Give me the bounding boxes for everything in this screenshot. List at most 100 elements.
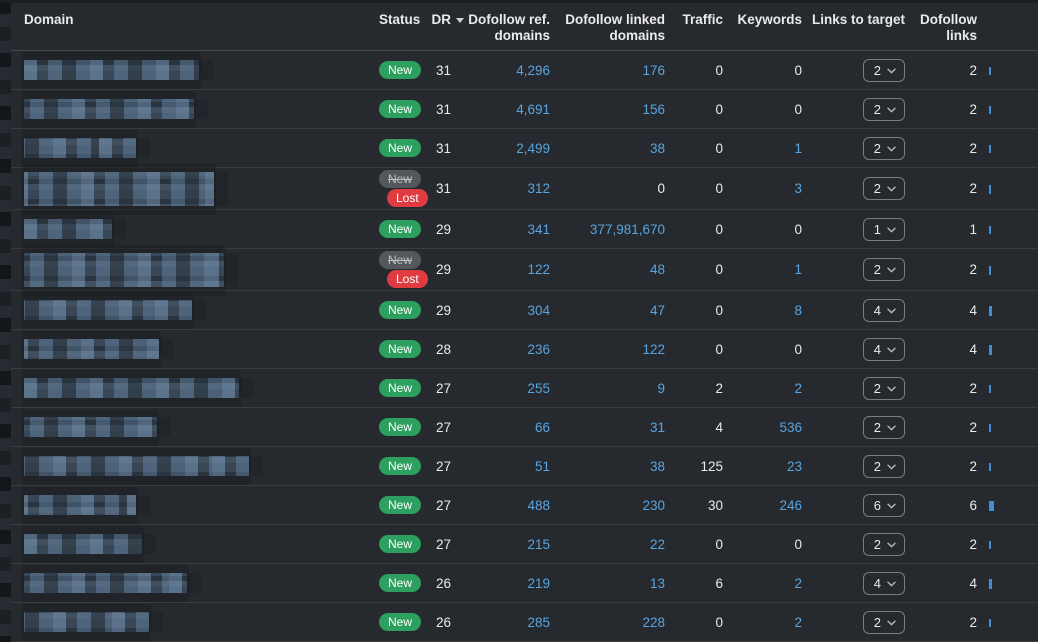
dofollow-linked-domains-link[interactable]: 156 [642,101,665,117]
table-row[interactable]: New 29 341 377,981,670 0 0 1 1 [11,210,1038,249]
table-row[interactable]: New 27 66 31 4 536 2 2 [11,408,1038,447]
column-header-status[interactable]: Status [368,12,424,28]
links-to-target-dropdown[interactable]: 2 [862,97,905,121]
dofollow-ref-domains-link[interactable]: 341 [527,221,550,237]
links-to-target-cell: 2 [802,532,905,556]
keywords-link[interactable]: 23 [786,458,802,474]
keywords-link[interactable]: 1 [794,262,802,277]
table-row[interactable]: New 31 4,296 176 0 0 2 2 [11,51,1038,90]
links-to-target-dropdown[interactable]: 2 [862,177,905,200]
links-to-target-value: 4 [873,302,881,318]
keywords-link[interactable]: 2 [794,614,802,630]
dofollow-linked-domains-link[interactable]: 48 [649,262,665,277]
keywords-link[interactable]: 1 [794,140,802,156]
keywords-link[interactable]: 8 [794,302,802,318]
column-header-keywords[interactable]: Keywords [723,12,802,28]
traffic-value: 0 [715,62,723,78]
links-to-target-dropdown[interactable]: 2 [862,258,905,281]
dofollow-linked-domains-link[interactable]: 377,981,670 [589,221,665,237]
table-row[interactable]: New 31 2,499 38 0 1 2 2 [11,129,1038,168]
domain-cell [11,495,368,515]
keywords-link[interactable]: 246 [779,497,802,513]
dofollow-linked-domains-link[interactable]: 22 [649,536,665,552]
links-to-target-dropdown[interactable]: 4 [862,571,905,595]
chevron-down-icon [887,107,896,113]
dofollow-linked-domains-link[interactable]: 9 [657,380,665,396]
links-to-target-dropdown[interactable]: 4 [862,337,905,361]
table-row[interactable]: New 27 215 22 0 0 2 2 [11,525,1038,564]
column-header-dofollow-linked-domains[interactable]: Dofollow linked domains [550,12,665,44]
dofollow-ref-domains-link[interactable]: 304 [527,302,550,318]
dofollow-ref-domains-link[interactable]: 312 [527,181,550,196]
dofollow-linked-domains-link[interactable]: 38 [649,458,665,474]
links-to-target-dropdown[interactable]: 2 [862,376,905,400]
table-row[interactable]: New 27 488 230 30 246 6 6 [11,486,1038,525]
dofollow-ref-domains-cell: 51 [464,459,550,474]
dofollow-ref-domains-link[interactable]: 285 [527,614,550,630]
dofollow-ref-domains-link[interactable]: 219 [527,575,550,591]
status-badges: New [379,100,424,118]
traffic-value: 0 [715,302,723,318]
dofollow-ref-domains-link[interactable]: 488 [527,497,550,513]
dofollow-ref-domains-link[interactable]: 4,691 [516,101,550,117]
dofollow-ref-domains-link[interactable]: 51 [534,458,550,474]
dr-value: 31 [435,140,451,156]
chevron-down-icon [887,620,896,626]
status-badges: New Lost [379,251,428,288]
dofollow-ref-domains-link[interactable]: 215 [527,536,550,552]
column-header-traffic[interactable]: Traffic [665,12,723,28]
keywords-link[interactable]: 536 [779,419,802,435]
traffic-value: 0 [715,181,723,196]
links-to-target-dropdown[interactable]: 6 [862,493,905,517]
links-to-target-dropdown[interactable]: 2 [862,610,905,634]
table-row[interactable]: New 28 236 122 0 0 4 4 [11,330,1038,369]
dofollow-linked-domains-cell: 31 [550,420,665,435]
dofollow-linked-domains-link[interactable]: 13 [649,575,665,591]
links-to-target-dropdown[interactable]: 1 [862,217,905,241]
keywords-link[interactable]: 2 [794,575,802,591]
links-to-target-dropdown[interactable]: 2 [862,136,905,160]
dofollow-ref-domains-link[interactable]: 4,296 [516,62,550,78]
column-header-links-to-target[interactable]: Links to target [802,12,905,28]
dofollow-ref-domains-link[interactable]: 2,499 [516,140,550,156]
table-row[interactable]: New 26 219 13 6 2 4 4 [11,564,1038,603]
dofollow-linked-domains-link[interactable]: 31 [649,419,665,435]
dofollow-ref-domains-link[interactable]: 236 [527,341,550,357]
dofollow-links-bar [989,144,991,154]
table-row[interactable]: New Lost 29 122 48 0 1 2 2 [11,249,1038,291]
table-row[interactable]: New 27 255 9 2 2 2 2 [11,369,1038,408]
links-to-target-value: 2 [873,458,881,474]
keywords-cell: 0 [723,222,802,237]
dofollow-ref-domains-link[interactable]: 255 [527,380,550,396]
keywords-link[interactable]: 2 [794,380,802,396]
keywords-link[interactable]: 3 [794,181,802,196]
dofollow-linked-domains-link[interactable]: 230 [642,497,665,513]
traffic-value: 0 [715,536,723,552]
column-header-dr[interactable]: DR [424,12,464,28]
column-header-domain[interactable]: Domain [11,12,368,28]
links-to-target-dropdown[interactable]: 2 [862,415,905,439]
dofollow-ref-domains-link[interactable]: 122 [527,262,550,277]
column-header-label: Keywords [737,12,802,27]
table-row[interactable]: New Lost 31 312 0 0 3 2 2 [11,168,1038,210]
traffic-value: 30 [707,497,723,513]
dofollow-linked-domains-link[interactable]: 122 [642,341,665,357]
links-to-target-dropdown[interactable]: 4 [862,298,905,322]
links-to-target-dropdown[interactable]: 2 [862,58,905,82]
table-row[interactable]: New 26 285 228 0 2 2 2 [11,603,1038,642]
table-row[interactable]: New 31 4,691 156 0 0 2 2 [11,90,1038,129]
column-header-dofollow-ref-domains[interactable]: Dofollow ref. domains [464,12,550,44]
dofollow-linked-domains-link[interactable]: 47 [649,302,665,318]
dofollow-linked-domains-link[interactable]: 228 [642,614,665,630]
dofollow-linked-domains-link[interactable]: 176 [642,62,665,78]
links-to-target-dropdown[interactable]: 2 [862,532,905,556]
dofollow-ref-domains-link[interactable]: 66 [534,419,550,435]
dofollow-links-value: 2 [969,614,977,630]
table-row[interactable]: New 29 304 47 0 8 4 4 [11,291,1038,330]
table-row[interactable]: New 27 51 38 125 23 2 2 [11,447,1038,486]
dofollow-ref-domains-cell: 66 [464,420,550,435]
column-header-dofollow-links[interactable]: Dofollow links [905,12,977,44]
column-header-label: DR [431,12,452,27]
dofollow-linked-domains-link[interactable]: 38 [649,140,665,156]
links-to-target-dropdown[interactable]: 2 [862,454,905,478]
